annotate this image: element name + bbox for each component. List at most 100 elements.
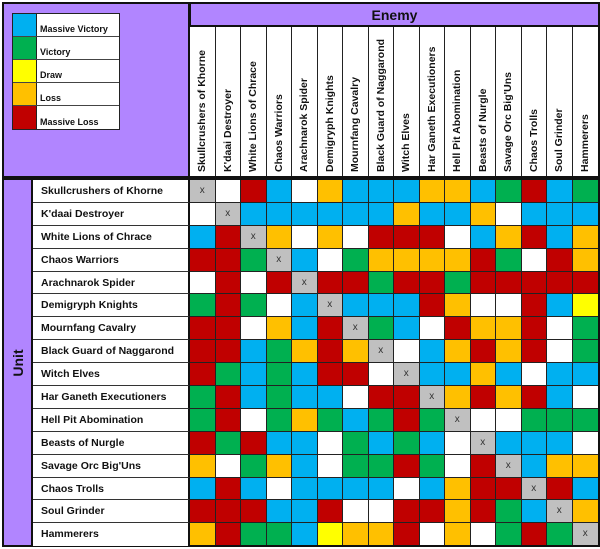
matchup-cell	[190, 248, 216, 272]
unit-axis-label: Unit	[9, 348, 26, 377]
grid-row: x	[190, 271, 598, 295]
matchup-cell	[190, 202, 216, 226]
enemy-column-label: Har Ganeth Executioners	[425, 46, 438, 172]
matchup-cell	[572, 225, 598, 249]
matchup-cell	[317, 386, 343, 409]
unit-row-label: K'daai Destroyer	[33, 202, 190, 226]
matchup-cell	[343, 363, 369, 387]
enemy-column-label: Skullcrushers of Khorne	[196, 50, 209, 172]
grid-row: x	[190, 180, 598, 203]
matchup-cell	[343, 454, 369, 478]
matchup-cell	[241, 202, 267, 226]
matchup-cell	[292, 454, 318, 478]
legend-label: Massive Loss	[40, 117, 99, 127]
matchup-cell	[470, 386, 496, 409]
matchup-cell	[241, 500, 267, 524]
self-matchup-cell: x	[496, 454, 522, 478]
legend-swatch	[13, 106, 37, 129]
unit-row-label: Hell Pit Abomination	[33, 408, 190, 432]
enemy-column-header: Arachnarok Spider	[292, 27, 318, 176]
enemy-column-header: Skullcrushers of Khorne	[190, 27, 216, 176]
legend-label: Loss	[40, 93, 62, 103]
matchup-cell	[368, 523, 394, 546]
matchup-cell	[368, 317, 394, 341]
matchup-cell	[394, 225, 420, 249]
matchup-cell	[317, 248, 343, 272]
matchup-cell	[394, 340, 420, 364]
self-matchup-cell: x	[419, 386, 445, 409]
matchup-cell	[292, 248, 318, 272]
matchup-cell	[445, 454, 471, 478]
matchup-cell	[496, 202, 522, 226]
matchup-cell	[521, 317, 547, 341]
legend-swatch	[13, 37, 37, 59]
matchup-cell	[419, 454, 445, 478]
matchup-cell	[241, 477, 267, 501]
matchup-cell	[190, 225, 216, 249]
matchup-cell	[521, 500, 547, 524]
matchup-cell	[547, 386, 573, 409]
matchup-cell	[470, 454, 496, 478]
matchup-cell	[394, 317, 420, 341]
matchup-cell	[547, 225, 573, 249]
enemy-column-header: Beasts of Nurgle	[470, 27, 496, 176]
matchup-cell	[547, 363, 573, 387]
matchup-cell	[266, 386, 292, 409]
matchup-cell	[292, 408, 318, 432]
matchup-cell	[343, 248, 369, 272]
matchup-cell	[317, 317, 343, 341]
matchup-cell	[521, 523, 547, 546]
matchup-cell	[241, 340, 267, 364]
matchup-cell	[547, 454, 573, 478]
matchup-cell	[215, 340, 241, 364]
matchup-cell	[317, 271, 343, 295]
matchup-cell	[394, 386, 420, 409]
matchup-cell	[445, 523, 471, 546]
matchup-cell	[190, 523, 216, 546]
matchup-cell	[292, 386, 318, 409]
enemy-column-label: K'daai Destroyer	[221, 88, 234, 172]
legend-label: Draw	[40, 70, 63, 80]
matchup-cell	[343, 294, 369, 318]
matchup-cell	[343, 271, 369, 295]
matchup-cell	[572, 271, 598, 295]
matchup-cell	[317, 225, 343, 249]
matchup-cell	[419, 523, 445, 546]
legend-item: Massive Victory	[13, 14, 119, 37]
enemy-column-label: Chaos Warriors	[272, 94, 285, 172]
matchup-cell	[190, 408, 216, 432]
matchup-cell	[496, 363, 522, 387]
legend-swatch	[13, 83, 37, 105]
enemy-axis-header: Enemy	[190, 2, 600, 27]
unit-row-label: Black Guard of Naggarond	[33, 340, 190, 364]
matchup-cell	[394, 431, 420, 455]
matchup-cell	[190, 317, 216, 341]
self-matchup-cell: x	[394, 363, 420, 387]
enemy-column-header: Chaos Trolls	[521, 27, 547, 176]
matchup-cell	[572, 408, 598, 432]
matchup-cell	[445, 248, 471, 272]
legend-swatch	[13, 60, 37, 82]
matchup-cell	[521, 363, 547, 387]
matchup-cell	[496, 477, 522, 501]
self-matchup-cell: x	[241, 225, 267, 249]
matchup-cell	[419, 431, 445, 455]
matchup-cell	[368, 363, 394, 387]
matchup-cell	[368, 477, 394, 501]
unit-row-label: Demigryph Knights	[33, 294, 190, 318]
matchup-cell	[241, 523, 267, 546]
matchup-cell	[496, 225, 522, 249]
matchup-cell	[470, 248, 496, 272]
matchup-cell	[317, 454, 343, 478]
self-matchup-cell: x	[445, 408, 471, 432]
legend-swatch	[13, 14, 37, 36]
self-matchup-cell: x	[190, 180, 216, 203]
matchup-cell	[572, 386, 598, 409]
matchup-cell	[292, 523, 318, 546]
enemy-column-label: Hell Pit Abomination	[451, 69, 464, 172]
matchup-cell	[496, 500, 522, 524]
unit-row-headers: Skullcrushers of Khorne K'daai Destroyer W…	[33, 178, 190, 547]
matchup-cell	[292, 340, 318, 364]
